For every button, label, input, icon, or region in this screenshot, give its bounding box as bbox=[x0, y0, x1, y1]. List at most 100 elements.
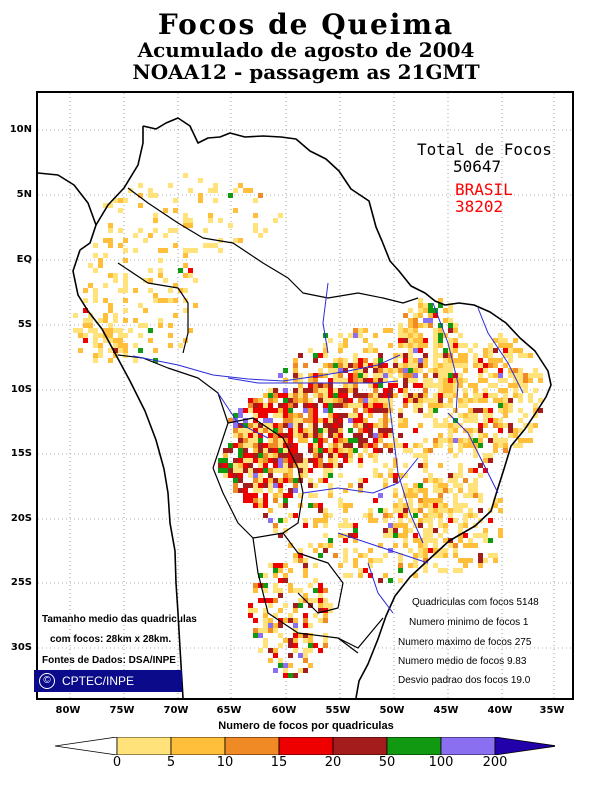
fire-cell bbox=[423, 548, 428, 553]
fire-cell bbox=[483, 418, 488, 423]
fire-cell bbox=[478, 463, 483, 468]
fire-cell bbox=[243, 463, 248, 468]
fire-cell bbox=[423, 353, 428, 358]
state-line-5 bbox=[302, 457, 419, 494]
fire-cell bbox=[358, 488, 363, 493]
fire-cell bbox=[273, 498, 278, 503]
fire-cell bbox=[223, 468, 228, 473]
fire-cell bbox=[443, 383, 448, 388]
fire-cell bbox=[273, 598, 278, 603]
border-bolivia bbox=[212, 417, 304, 539]
fire-cell bbox=[328, 398, 333, 403]
fire-cell bbox=[378, 368, 383, 373]
fire-cell bbox=[438, 368, 443, 373]
fire-cell bbox=[408, 328, 413, 333]
fire-cell bbox=[243, 448, 248, 453]
fire-cell bbox=[418, 423, 423, 428]
fire-cell bbox=[288, 653, 293, 658]
fire-cell bbox=[83, 333, 88, 338]
fire-cell bbox=[393, 358, 398, 363]
fire-cell bbox=[498, 343, 503, 348]
fire-cell bbox=[278, 403, 283, 408]
fire-cell bbox=[478, 358, 483, 363]
fire-cell bbox=[348, 428, 353, 433]
lon-label-75w: 75W bbox=[109, 705, 135, 716]
fire-cell bbox=[308, 448, 313, 453]
fire-cell bbox=[288, 543, 293, 548]
fire-cell bbox=[333, 388, 338, 393]
fire-cell bbox=[283, 498, 288, 503]
fire-cell bbox=[263, 453, 268, 458]
fire-cell bbox=[283, 403, 288, 408]
fire-cell bbox=[468, 383, 473, 388]
fire-cell bbox=[153, 218, 158, 223]
fire-cell bbox=[298, 398, 303, 403]
fire-cell bbox=[358, 373, 363, 378]
fire-cell bbox=[448, 488, 453, 493]
fire-cell bbox=[373, 453, 378, 458]
fire-cell bbox=[278, 453, 283, 458]
fire-cell bbox=[453, 473, 458, 478]
fire-cell bbox=[353, 533, 358, 538]
fire-cell bbox=[338, 378, 343, 383]
fire-cell bbox=[443, 568, 448, 573]
fire-cell bbox=[233, 443, 238, 448]
fire-cell bbox=[293, 648, 298, 653]
fire-cell bbox=[103, 318, 108, 323]
fire-cell bbox=[343, 523, 348, 528]
fire-cell bbox=[398, 558, 403, 563]
fire-cell bbox=[393, 503, 398, 508]
fire-cell bbox=[298, 668, 303, 673]
fire-cell bbox=[283, 578, 288, 583]
fire-cell bbox=[403, 463, 408, 468]
fire-cell bbox=[103, 253, 108, 258]
fire-cell bbox=[408, 398, 413, 403]
fire-cell bbox=[383, 508, 388, 513]
fire-cell bbox=[443, 363, 448, 368]
fire-cell bbox=[418, 523, 423, 528]
fire-cell bbox=[498, 368, 503, 373]
fire-cell bbox=[373, 408, 378, 413]
fire-cell bbox=[388, 468, 393, 473]
fire-cell bbox=[323, 423, 328, 428]
fire-cell bbox=[453, 428, 458, 433]
fire-cell bbox=[378, 383, 383, 388]
fire-cell bbox=[368, 518, 373, 523]
fire-cell bbox=[373, 473, 378, 478]
fire-cell bbox=[388, 513, 393, 518]
fire-cell bbox=[288, 588, 293, 593]
fire-cell bbox=[483, 353, 488, 358]
fire-cell bbox=[448, 373, 453, 378]
fire-cell bbox=[293, 453, 298, 458]
fire-cell bbox=[308, 378, 313, 383]
fire-cell bbox=[343, 558, 348, 563]
fire-cell bbox=[203, 243, 208, 248]
fire-cell bbox=[293, 433, 298, 438]
fire-cell bbox=[423, 323, 428, 328]
fire-cell bbox=[238, 468, 243, 473]
fire-cell bbox=[418, 298, 423, 303]
fire-cell bbox=[158, 268, 163, 273]
fire-cell bbox=[468, 538, 473, 543]
fire-cell bbox=[298, 493, 303, 498]
fire-cell bbox=[338, 333, 343, 338]
fire-cell bbox=[193, 303, 198, 308]
fire-cell bbox=[153, 298, 158, 303]
fire-cell bbox=[518, 348, 523, 353]
fire-cell bbox=[418, 443, 423, 448]
fire-cell bbox=[338, 533, 343, 538]
fire-cell bbox=[433, 423, 438, 428]
fire-cell bbox=[238, 413, 243, 418]
fire-cell bbox=[318, 458, 323, 463]
fire-cell bbox=[128, 328, 133, 333]
fire-cell bbox=[253, 443, 258, 448]
fire-cell bbox=[263, 468, 268, 473]
fire-cell bbox=[348, 483, 353, 488]
fire-cell bbox=[328, 423, 333, 428]
fire-cell bbox=[353, 528, 358, 533]
fire-cell bbox=[283, 668, 288, 673]
fire-cell bbox=[423, 528, 428, 533]
fire-cell bbox=[168, 288, 173, 293]
fire-cell bbox=[413, 538, 418, 543]
fire-cell bbox=[428, 308, 433, 313]
